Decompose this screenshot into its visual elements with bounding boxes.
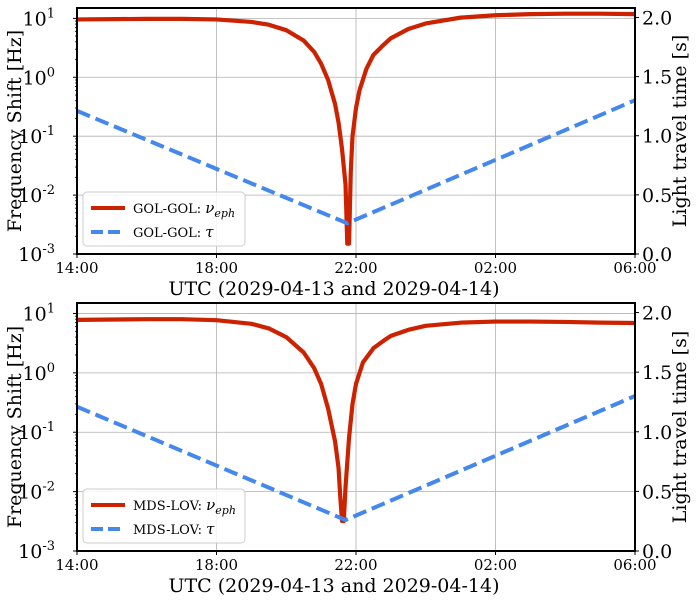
y2-tick-label: 1.5 [642, 67, 672, 89]
y-tick-label: 100 [23, 65, 55, 89]
light-travel-time-line [77, 98, 635, 226]
y2-tick-label: 1.5 [642, 362, 672, 384]
y-tick-label: 100 [23, 361, 55, 385]
legend-entry: MDS-LOV: νeph [133, 496, 236, 517]
x-tick-label: 22:00 [334, 259, 377, 277]
legend-entry-symbol: ν [205, 199, 214, 217]
light-travel-time-line [77, 394, 635, 522]
y2-tick-label: 1.0 [642, 422, 672, 444]
legend-entry: GOL-GOL: τ [133, 223, 214, 241]
y-tick-label: 10-3 [18, 539, 55, 563]
legend-entry: MDS-LOV: τ [133, 520, 215, 538]
y-tick-label: 10-2 [18, 183, 55, 207]
y2-axis-label: Light travel time [s] [669, 331, 691, 524]
legend-entry-symbol: τ [205, 223, 214, 241]
legend-entry-prefix: MDS-LOV: [133, 499, 206, 514]
x-tick-label: 18:00 [195, 556, 238, 574]
legend-box [82, 191, 246, 247]
x-tick-label: 22:00 [334, 556, 377, 574]
y2-tick-label: 0.5 [642, 481, 672, 503]
x-tick-label: 02:00 [474, 259, 517, 277]
y-tick-label: 10-2 [18, 480, 55, 504]
legend-entry-symbol: τ [206, 520, 215, 538]
y-axis-label: Frequency Shift [Hz] [4, 30, 26, 232]
legend-entry-prefix: GOL-GOL: [133, 202, 205, 217]
y2-tick-label: 0.0 [642, 244, 672, 266]
y2-tick-label: 0.5 [642, 185, 672, 207]
legend-entry-prefix: MDS-LOV: [133, 523, 206, 538]
y-axis-label: Frequency Shift [Hz] [4, 326, 26, 528]
legend-entry-prefix: GOL-GOL: [133, 226, 205, 241]
x-tick-label: 06:00 [613, 259, 656, 277]
x-tick-label: 18:00 [195, 259, 238, 277]
x-tick-label: 14:00 [55, 556, 98, 574]
chart-panel-1: 14:00 18:00 22:00 02:00 06:00 101 100 10-1 10-2 1… [4, 6, 691, 300]
y2-tick-label: 1.0 [642, 126, 672, 148]
x-tick-label: 06:00 [613, 556, 656, 574]
frequency-shift-line [77, 11, 635, 246]
y2-axis-label: Light travel time [s] [669, 35, 691, 228]
legend-entry-subscript: eph [215, 504, 236, 517]
legend-entry-symbol: ν [206, 496, 215, 514]
y-tick-label: 10-1 [18, 420, 55, 444]
y-tick-label: 10-1 [18, 124, 55, 148]
x-tick-label: 14:00 [55, 259, 98, 277]
frequency-shift-line [77, 317, 635, 524]
y2-tick-label: 2.0 [642, 303, 672, 325]
y-tick-label: 101 [23, 6, 55, 30]
legend-box [82, 488, 246, 544]
y2-tick-label: 0.0 [642, 541, 672, 563]
x-tick-label: 02:00 [474, 556, 517, 574]
x-axis-label: UTC (2029-04-13 and 2029-04-14) [169, 278, 500, 300]
legend-entry-subscript: eph [214, 207, 235, 220]
legend-entry: GOL-GOL: νeph [133, 199, 235, 220]
y-tick-label: 101 [23, 301, 55, 325]
y2-tick-label: 2.0 [642, 7, 672, 29]
x-axis-label: UTC (2029-04-13 and 2029-04-14) [169, 575, 500, 597]
chart-panel-2: 14:00 18:00 22:00 02:00 06:00 101 100 10-1 10-2 1… [4, 301, 691, 597]
y-tick-label: 10-3 [18, 242, 55, 266]
